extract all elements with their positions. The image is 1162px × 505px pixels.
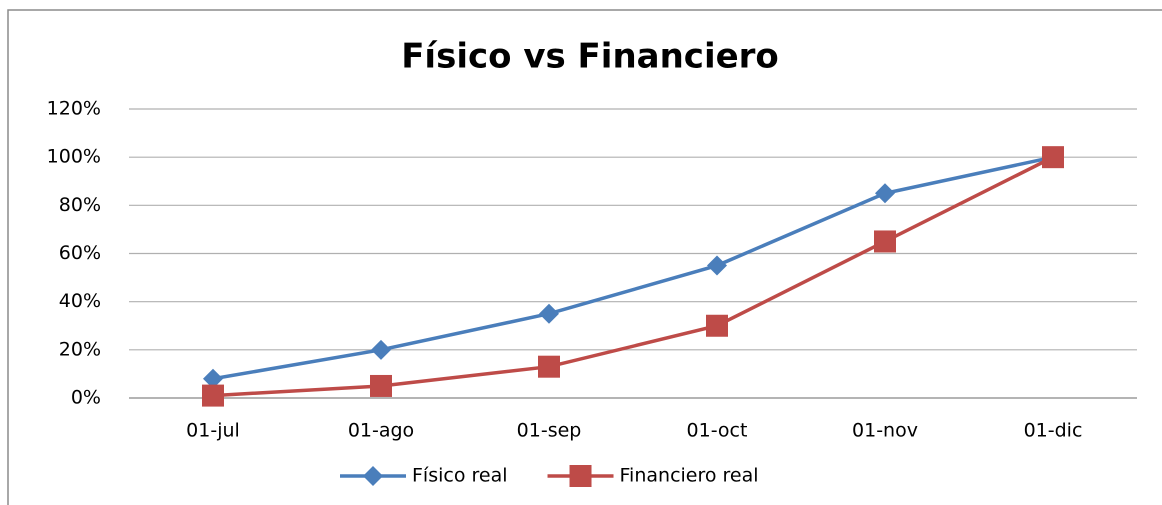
data-point [539, 303, 559, 324]
chart-border [7, 9, 1162, 505]
x-tick-label: 01-oct [687, 420, 748, 442]
y-tick-label: 0% [71, 387, 101, 409]
y-tick-label: 60% [59, 242, 101, 264]
y-tick-label: 80% [59, 194, 101, 216]
y-tick-label: 40% [59, 290, 101, 312]
y-tick-label: 20% [59, 338, 101, 360]
data-point [1042, 146, 1064, 169]
series-line [212, 155, 1054, 398]
data-point [202, 384, 224, 407]
x-tick-label: 01-jul [186, 420, 240, 442]
legend-label: Físico real [412, 465, 508, 487]
data-point [538, 355, 560, 378]
data-point [707, 255, 727, 276]
x-tick-label: 01-ago [348, 420, 414, 442]
data-point [874, 230, 896, 253]
chart-title: Físico vs Financiero [401, 37, 779, 77]
x-tick-label: 01-sep [517, 420, 582, 442]
x-tick-label: 01-dic [1024, 420, 1083, 442]
y-tick-label: 120% [47, 98, 101, 120]
data-point [203, 368, 223, 389]
legend-marker [363, 466, 383, 486]
data-point [706, 314, 728, 337]
series-line [212, 155, 1054, 381]
legend-marker [569, 465, 592, 487]
x-tick-label: 01-nov [852, 420, 918, 442]
y-tick-label: 100% [47, 146, 101, 168]
data-point [371, 339, 391, 360]
data-point [370, 374, 392, 397]
data-point [875, 183, 895, 204]
legend-label: Financiero real [620, 465, 759, 487]
